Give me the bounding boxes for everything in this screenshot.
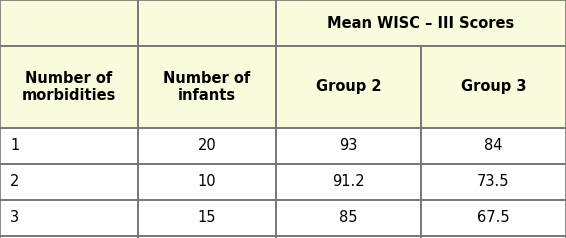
Bar bbox=[0, 0, 138, 46]
Bar bbox=[421, 128, 566, 164]
Text: 91.2: 91.2 bbox=[332, 174, 365, 189]
Bar bbox=[0, 236, 138, 238]
Bar bbox=[276, 200, 421, 236]
Text: 93: 93 bbox=[339, 139, 358, 154]
Bar bbox=[276, 0, 566, 46]
Text: 85: 85 bbox=[339, 210, 358, 225]
Bar bbox=[421, 164, 566, 200]
Text: 20: 20 bbox=[198, 139, 216, 154]
Bar bbox=[138, 164, 276, 200]
Text: 84: 84 bbox=[484, 139, 503, 154]
Bar bbox=[0, 164, 138, 200]
Bar bbox=[138, 0, 276, 46]
Bar bbox=[421, 46, 566, 128]
Text: Mean WISC – III Scores: Mean WISC – III Scores bbox=[327, 15, 514, 30]
Text: Number of
morbidities: Number of morbidities bbox=[22, 71, 116, 103]
Bar bbox=[421, 200, 566, 236]
Text: 3: 3 bbox=[10, 210, 19, 225]
Text: Group 2: Group 2 bbox=[316, 79, 381, 94]
Text: Group 3: Group 3 bbox=[461, 79, 526, 94]
Text: 10: 10 bbox=[198, 174, 216, 189]
Bar bbox=[138, 46, 276, 128]
Text: 67.5: 67.5 bbox=[477, 210, 510, 225]
Bar bbox=[276, 46, 421, 128]
Bar bbox=[276, 236, 421, 238]
Text: 2: 2 bbox=[10, 174, 19, 189]
Bar bbox=[276, 164, 421, 200]
Bar bbox=[0, 46, 138, 128]
Bar bbox=[138, 128, 276, 164]
Bar bbox=[138, 236, 276, 238]
Text: 1: 1 bbox=[10, 139, 19, 154]
Text: 73.5: 73.5 bbox=[477, 174, 510, 189]
Text: Number of
infants: Number of infants bbox=[164, 71, 251, 103]
Bar bbox=[138, 200, 276, 236]
Bar bbox=[0, 128, 138, 164]
Text: 15: 15 bbox=[198, 210, 216, 225]
Bar bbox=[0, 200, 138, 236]
Bar bbox=[276, 128, 421, 164]
Bar bbox=[421, 236, 566, 238]
